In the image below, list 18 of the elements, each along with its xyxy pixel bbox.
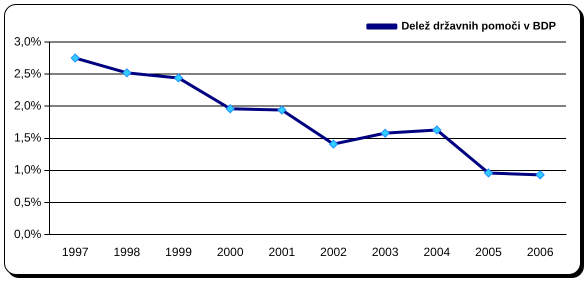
x-tick-label: 2006 (526, 245, 554, 260)
y-tick-label: 2,5% (14, 66, 42, 80)
y-tick-label: 1,0% (14, 162, 42, 177)
x-tick-label: 2004 (423, 245, 451, 260)
legend-label: Delež državnih pomoči v BDP (401, 20, 556, 33)
x-tick-label: 1999 (165, 245, 192, 260)
x-tick-label: 2005 (475, 245, 502, 260)
x-tick-label: 2002 (320, 245, 348, 260)
y-tick-label: 3,0% (14, 34, 42, 48)
y-tick-label: 0,0% (14, 226, 42, 241)
y-tick-label: 1,5% (14, 130, 42, 145)
x-tick-label: 1998 (113, 245, 141, 260)
y-tick-label: 2,0% (14, 98, 42, 113)
x-tick-label: 2000 (216, 245, 244, 260)
y-tick-label: 0,5% (14, 194, 42, 209)
x-tick-label: 1997 (62, 245, 89, 260)
x-tick-label: 2003 (372, 245, 399, 260)
x-tick-label: 2001 (268, 245, 296, 260)
